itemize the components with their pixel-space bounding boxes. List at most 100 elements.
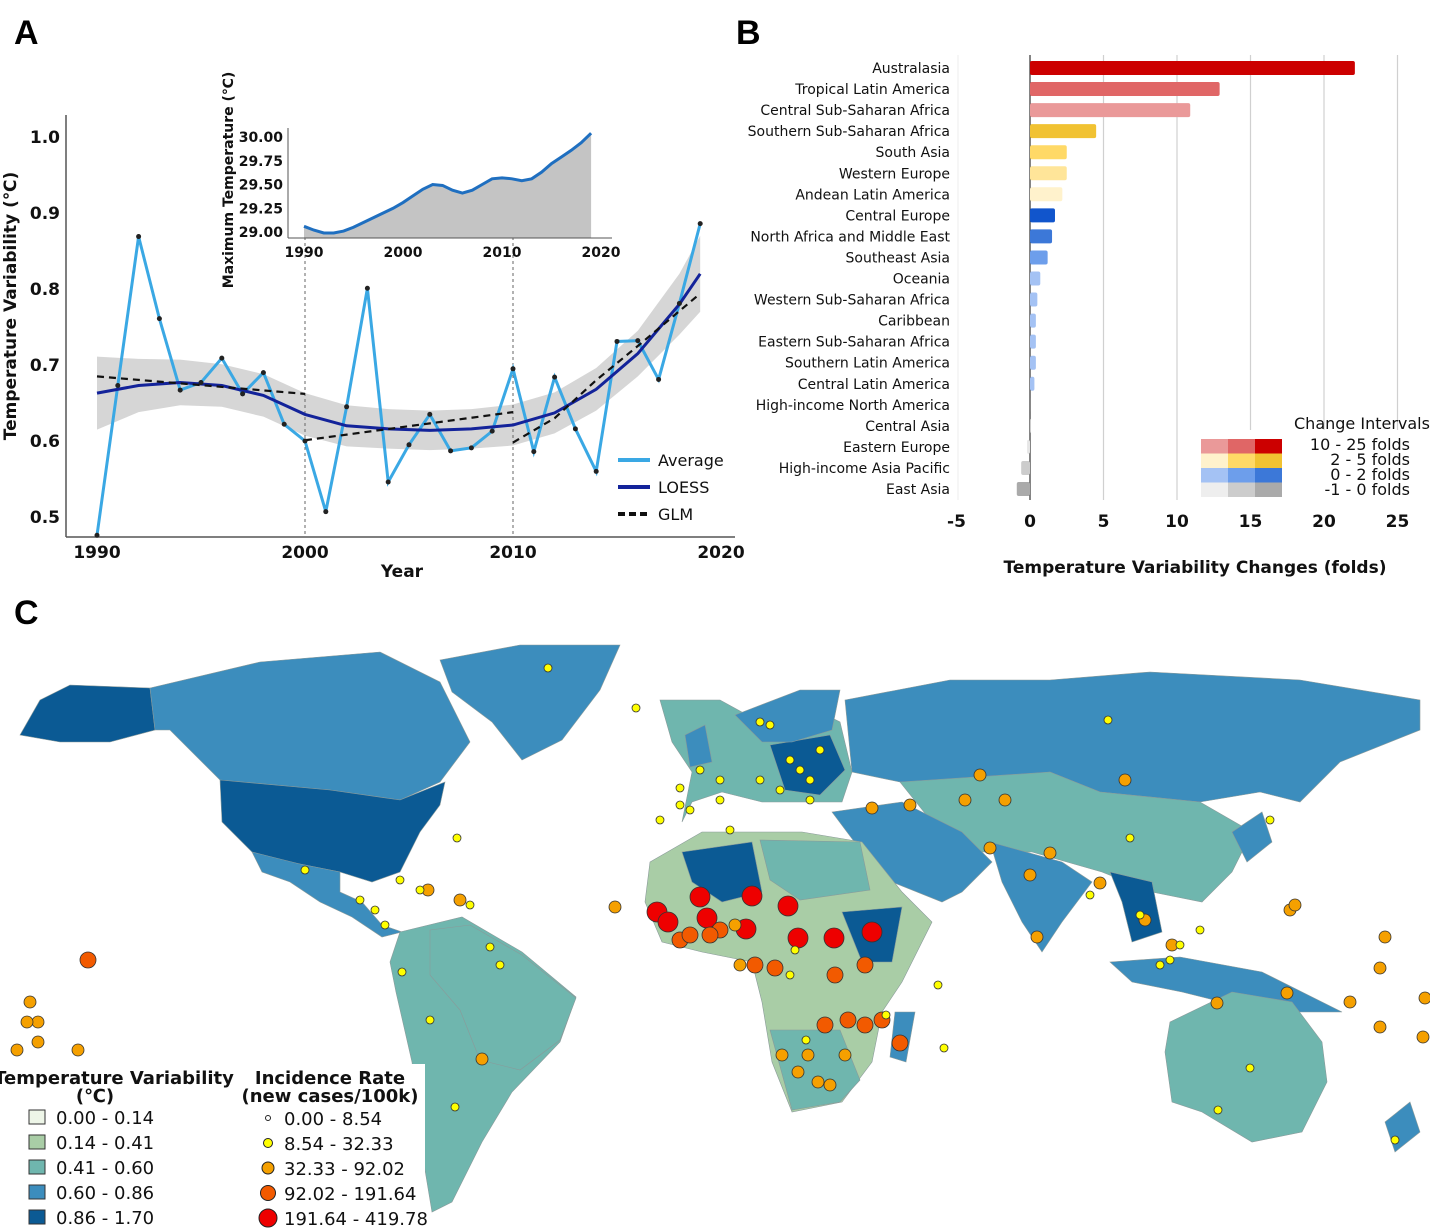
average-point xyxy=(364,285,370,291)
region-canada xyxy=(149,651,471,801)
incidence-bubble xyxy=(10,1043,24,1057)
incidence-bubble xyxy=(973,768,987,782)
incidence-bubble xyxy=(1175,940,1185,950)
region-north-africa xyxy=(759,839,871,901)
y-tick-label: 0.7 xyxy=(30,356,60,376)
inset-y-tick-label: 29.50 xyxy=(239,178,284,194)
incidence-bubble xyxy=(785,970,795,980)
x-tick-label: 10 xyxy=(1165,512,1189,532)
choropleth-legend-label: 0.00 - 0.14 xyxy=(56,1108,154,1129)
legend-label-glm: GLM xyxy=(658,505,693,524)
incidence-bubble xyxy=(1210,996,1224,1010)
bar xyxy=(1030,376,1035,391)
legend-swatch xyxy=(1255,439,1282,454)
incidence-bubble xyxy=(71,1043,85,1057)
legend-swatch xyxy=(1201,439,1228,454)
x-axis-title: Year xyxy=(380,562,424,582)
incidence-bubble xyxy=(823,927,845,949)
bubble-legend-marker xyxy=(263,1138,273,1148)
incidence-bubble xyxy=(1085,890,1095,900)
legend-swatch xyxy=(1228,482,1255,497)
bar xyxy=(1030,355,1036,370)
incidence-bubble xyxy=(1390,1135,1400,1145)
incidence-bubble xyxy=(746,956,764,974)
bubble-legend-marker xyxy=(260,1185,276,1201)
category-label: Southern Sub-Saharan Africa xyxy=(748,124,950,140)
average-point xyxy=(676,300,682,306)
incidence-bubble xyxy=(856,956,874,974)
legend-label: 10 - 25 folds xyxy=(1310,435,1410,454)
inset-x-tick-label: 2020 xyxy=(582,245,621,261)
incidence-bubble xyxy=(1245,1063,1255,1073)
choropleth-legend-swatch xyxy=(28,1134,46,1150)
average-point xyxy=(510,366,516,372)
choropleth-legend-unit: (℃) xyxy=(76,1086,114,1107)
incidence-bubble xyxy=(795,765,805,775)
bubble-legend-label: 191.64 - 419.78 xyxy=(284,1209,428,1230)
incidence-bubble xyxy=(1343,995,1357,1009)
average-point xyxy=(198,379,204,385)
average-point xyxy=(635,338,641,344)
region-usa xyxy=(219,779,446,883)
incidence-bubble xyxy=(1030,930,1044,944)
inset-max-temperature-line xyxy=(303,132,593,235)
incidence-bubble xyxy=(839,1011,857,1029)
incidence-bubble xyxy=(766,959,784,977)
incidence-bubble xyxy=(485,942,495,952)
category-label: Central Asia xyxy=(865,419,950,435)
glm-segment xyxy=(96,375,306,395)
legend-swatch xyxy=(1201,453,1228,468)
panel-label-b: B xyxy=(736,14,761,52)
legend-title: Change Intervals xyxy=(1294,414,1430,433)
incidence-bubble xyxy=(801,1035,811,1045)
y-tick-label: 0.5 xyxy=(30,508,60,528)
incidence-bubble xyxy=(689,886,711,908)
incidence-bubble xyxy=(801,1048,815,1062)
incidence-bubble xyxy=(903,798,917,812)
average-point xyxy=(593,468,599,474)
incidence-bubble xyxy=(861,921,883,943)
average-point xyxy=(260,370,266,376)
y-axis-title: Temperature Variability (℃) xyxy=(1,172,21,440)
region-brazil xyxy=(429,924,577,1071)
bar xyxy=(1030,334,1036,349)
incidence-bubble xyxy=(1195,925,1205,935)
incidence-bubble xyxy=(452,833,462,843)
average-point xyxy=(531,449,537,455)
incidence-bubble xyxy=(983,841,997,855)
glm-segment xyxy=(512,292,701,444)
average-point xyxy=(406,442,412,448)
panel-b-bar-chart: Australasia Tropical Latin America Central… xyxy=(748,55,1430,578)
average-point xyxy=(156,316,162,322)
bar xyxy=(1016,482,1030,496)
legend-background xyxy=(0,1064,425,1231)
region-new-zealand xyxy=(1384,1101,1421,1153)
category-label: Western Sub-Saharan Africa xyxy=(754,293,950,309)
x-tick-label: 5 xyxy=(1098,512,1110,532)
loess-confidence-band xyxy=(97,235,701,451)
category-label: Central Europe xyxy=(845,208,950,224)
x-tick-label: 2010 xyxy=(489,543,536,563)
region-scandinavia xyxy=(734,689,841,743)
incidence-bubble xyxy=(775,1048,789,1062)
choropleth-legend-swatch xyxy=(28,1184,46,1200)
average-point xyxy=(468,445,474,451)
legend-label-average: Average xyxy=(658,451,724,470)
incidence-bubble xyxy=(1373,1020,1387,1034)
category-label: Southeast Asia xyxy=(846,250,950,266)
x-tick-label: 25 xyxy=(1386,512,1410,532)
category-label: Oceania xyxy=(893,272,950,288)
bubble-legend-label: 8.54 - 32.33 xyxy=(284,1134,394,1155)
category-label: Western Europe xyxy=(839,166,950,182)
region-greenland xyxy=(439,644,621,761)
incidence-bubble xyxy=(823,1078,837,1092)
bar xyxy=(1030,166,1067,181)
inset-y-tick-label: 30.00 xyxy=(239,130,284,146)
incidence-bubble xyxy=(1288,898,1302,912)
incidence-bubble xyxy=(1165,955,1175,965)
incidence-bubble xyxy=(1213,1105,1223,1115)
incidence-bubble xyxy=(1378,930,1392,944)
x-tick-label: 2000 xyxy=(281,543,328,563)
average-point xyxy=(552,374,558,380)
